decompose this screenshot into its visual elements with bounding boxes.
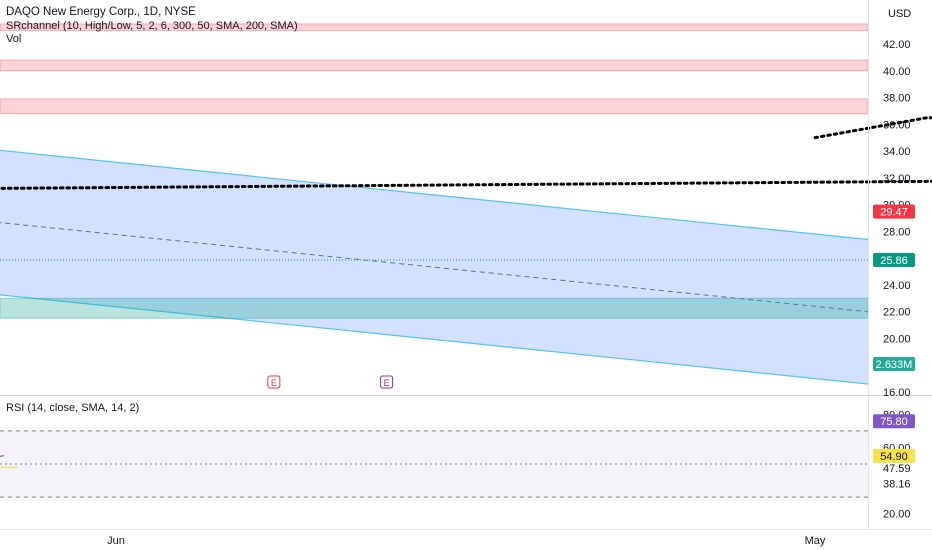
time-tick-label: May: [805, 535, 826, 547]
price-tick-label: 34.00: [883, 146, 911, 158]
sma200-badge: 29.47: [880, 207, 908, 219]
price-tick-label: 40.00: [883, 66, 911, 78]
price-tick-label: 16.00: [883, 387, 911, 399]
rsi-sma-badge: 54.90: [880, 451, 908, 463]
price-tick-label: 20.00: [883, 333, 911, 345]
chart-title: DAQO New Energy Corp., 1D, NYSE: [6, 6, 196, 18]
rsi-band-label: 38.16: [883, 479, 911, 491]
indicator-label: SRchannel (10, High/Low, 5, 2, 6, 300, 5…: [6, 20, 298, 32]
resistance-zone: [0, 59, 869, 72]
earnings-marker: [380, 375, 394, 389]
rsi-band-label: 47.59: [883, 463, 911, 475]
price-tick-label: 42.00: [883, 39, 911, 51]
channel-upper-line: [0, 149, 868, 241]
earnings-marker-label: E: [384, 378, 390, 388]
last-price-badge: 25.86: [880, 255, 908, 267]
time-tick-label: Jun: [107, 535, 125, 547]
support-zone: [0, 297, 869, 319]
rsi-band: [0, 430, 868, 498]
rsi-badge-bg: [873, 414, 915, 429]
currency-label: USD: [888, 8, 911, 20]
rsi-badge: 75.80: [880, 416, 908, 428]
earnings-marker-label: E: [271, 378, 277, 388]
price-tick-label: 32.00: [883, 173, 911, 185]
channel-midline: [0, 222, 868, 313]
price-tick-label: 36.00: [883, 119, 911, 131]
price-tick-label: 38.00: [883, 93, 911, 105]
volume-label: Vol: [6, 33, 22, 45]
sma200-badge-bg: [873, 204, 915, 219]
channel-lower-line: [0, 294, 868, 385]
volume-badge-bg: [873, 357, 915, 371]
channel-group: [0, 149, 868, 385]
rsi-title: RSI (14, close, SMA, 14, 2): [6, 402, 140, 414]
price-tick-label: 28.00: [883, 226, 911, 238]
price-tick-label: 22.00: [883, 307, 911, 319]
channel-fill: [0, 150, 868, 385]
price-tick-label: 24.00: [883, 280, 911, 292]
resistance-zone: [0, 98, 869, 115]
rsi-sma-badge-bg: [873, 448, 915, 463]
volume-badge: 2.633M: [876, 359, 913, 371]
rsi-tick-label: 20.00: [883, 509, 911, 521]
last-price-badge-bg: [873, 252, 915, 267]
earnings-marker: [267, 375, 281, 389]
